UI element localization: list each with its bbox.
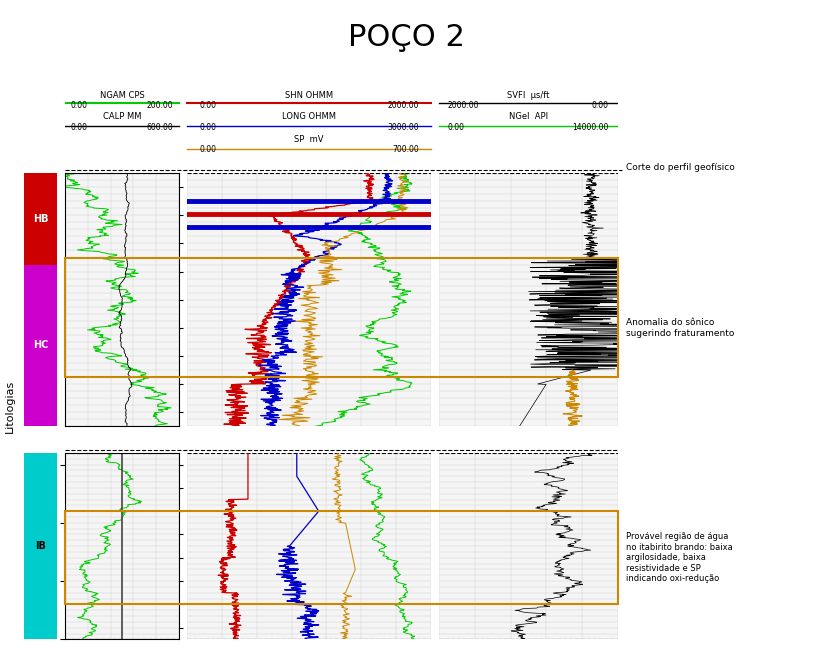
Text: NGAM CPS: NGAM CPS	[99, 91, 145, 100]
Text: 2000.00: 2000.00	[448, 101, 480, 110]
Text: POÇO 2: POÇO 2	[348, 23, 465, 53]
Text: 200.00: 200.00	[146, 101, 173, 110]
Text: Litologias: Litologias	[5, 380, 15, 433]
Text: 3000.00: 3000.00	[387, 123, 419, 132]
Text: HB: HB	[33, 214, 49, 224]
Text: LONG OHMM: LONG OHMM	[282, 112, 336, 121]
Text: 700.00: 700.00	[392, 145, 419, 154]
Text: 2000.00: 2000.00	[387, 101, 419, 110]
Bar	[24, 264, 57, 426]
Text: Provável região de água
no itabirito brando: baixa
argilosidade, baixa
resistivi: Provável região de água no itabirito bra…	[626, 533, 733, 583]
Text: 14000.00: 14000.00	[572, 123, 609, 132]
Text: SP  mV: SP mV	[294, 135, 324, 144]
Text: 0.00: 0.00	[592, 101, 609, 110]
Text: 0.00: 0.00	[199, 101, 216, 110]
Text: CALP MM: CALP MM	[102, 112, 141, 121]
Text: IB: IB	[35, 541, 46, 551]
Text: 0.00: 0.00	[448, 123, 465, 132]
Text: Anomalia do sônico
sugerindo fraturamento: Anomalia do sônico sugerindo fraturament…	[626, 318, 734, 338]
Text: HC: HC	[33, 340, 48, 350]
Text: 0.00: 0.00	[71, 123, 88, 132]
Text: SHN OHMM: SHN OHMM	[285, 91, 333, 100]
Text: 0.00: 0.00	[199, 123, 216, 132]
Text: 600.00: 600.00	[146, 123, 173, 132]
Text: SVFI  μs/ft: SVFI μs/ft	[507, 91, 550, 100]
Bar	[24, 173, 57, 264]
Text: NGel  API: NGel API	[509, 112, 548, 121]
Text: 0.00: 0.00	[71, 101, 88, 110]
Text: 0.00: 0.00	[199, 145, 216, 154]
Text: Corte do perfil geofísico: Corte do perfil geofísico	[626, 163, 735, 172]
